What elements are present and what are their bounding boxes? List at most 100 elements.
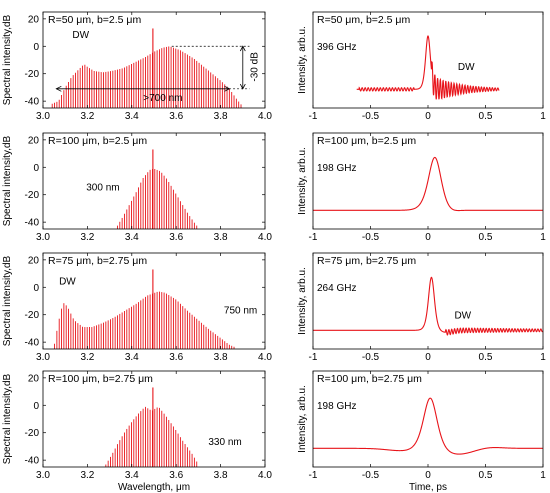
pulse-curve	[356, 35, 500, 100]
dw-annotation: DW	[59, 277, 76, 288]
x-tick-label: 0	[425, 232, 431, 243]
x-tick-label: -1	[309, 352, 318, 363]
x-tick-label: 3.8	[214, 470, 228, 481]
x-tick-label: 3.6	[169, 470, 183, 481]
rep-rate-label: 396 GHz	[317, 42, 356, 53]
x-tick-label: 4.0	[258, 352, 272, 363]
x-tick-label: 3.2	[80, 470, 94, 481]
spectrum-panel-4: 3.0 3.2 3.4 3.6 3.8 4.0 20 0 -20 -40 Spectral inte…	[2, 370, 272, 493]
y-axis-label: Intensity, arb.u.	[297, 26, 308, 94]
panel-label: R=75 μm, b=2.75 μm	[317, 255, 416, 267]
arrow-head	[239, 83, 246, 90]
span-annotation: >700 nm	[143, 93, 182, 104]
x-tick-label: 1	[540, 470, 546, 481]
x-tick-label: 3.4	[125, 470, 139, 481]
y-axis-label: Spectral intensity,dB	[2, 14, 13, 105]
y-tick-label: 0	[33, 163, 39, 174]
panel-label: R=100 μm, b=2.5 μm	[317, 135, 416, 147]
y-axis-label: Spectral intensity,dB	[2, 373, 13, 464]
x-tick-label: 4.0	[258, 111, 272, 122]
y-tick-label: -40	[25, 338, 40, 349]
x-tick-label: 1	[540, 111, 546, 122]
dw-annotation: DW	[72, 30, 89, 41]
y-tick-label: 0	[33, 283, 39, 294]
panel-label: R=75 μm, b=2.75 μm	[48, 255, 147, 267]
rep-rate-label: 198 GHz	[317, 163, 356, 174]
x-tick-label: 3.6	[169, 111, 183, 122]
rep-rate-label: 198 GHz	[317, 401, 356, 412]
y-tick-label: -20	[25, 190, 40, 201]
y-tick-label: 0	[33, 42, 39, 53]
x-tick-label: 0.5	[479, 470, 493, 481]
arrow-head	[239, 45, 246, 52]
span-annotation: 300 nm	[86, 183, 119, 194]
x-tick-label: 0	[425, 111, 431, 122]
y-tick-label: -40	[25, 97, 40, 108]
x-tick-label: 1	[540, 352, 546, 363]
plot-frame	[42, 132, 266, 230]
x-tick-label: 3.2	[80, 111, 94, 122]
x-tick-label: -0.5	[362, 111, 380, 122]
x-tick-label: 3.8	[214, 352, 228, 363]
x-tick-label: 0.5	[479, 232, 493, 243]
x-tick-label: -1	[309, 111, 318, 122]
plot-frame	[312, 370, 544, 468]
spectrum-panel-1: 3.0 3.2 3.4 3.6 3.8 4.0 20 0 -20 -40 Spectral inte…	[2, 11, 272, 122]
panel-label: R=50 μm, b=2.5 μm	[48, 14, 141, 26]
y-axis-label: Spectral intensity,dB	[2, 135, 13, 226]
x-axis-label: Wavelength, μm	[118, 482, 190, 493]
x-tick-label: 0.5	[479, 352, 493, 363]
dw-annotation: DW	[454, 311, 471, 322]
x-tick-label: 1	[540, 232, 546, 243]
db-annotation: -30 dB	[250, 52, 261, 82]
y-tick-label: 20	[28, 14, 40, 25]
plot-frame	[42, 252, 266, 350]
plot-frame	[42, 11, 266, 109]
x-tick-label: 3.0	[36, 352, 50, 363]
panel-label: R=100 μm, b=2.75 μm	[48, 373, 153, 385]
x-tick-label: 3.8	[214, 232, 228, 243]
span-annotation: 330 nm	[208, 437, 241, 448]
x-axis-label: Time, ps	[409, 482, 447, 493]
x-tick-label: 3.6	[169, 232, 183, 243]
x-tick-label: -1	[309, 232, 318, 243]
x-tick-label: 0	[425, 352, 431, 363]
y-tick-label: -20	[25, 428, 40, 439]
pulse-panel-2: -1 -0.5 0 0.5 1 Intensity, arb.u. R=100 μm, b=…	[297, 132, 546, 243]
span-annotation: 750 nm	[224, 305, 257, 316]
x-tick-label: 3.2	[80, 232, 94, 243]
plot-frame	[312, 11, 544, 109]
y-tick-label: -40	[25, 218, 40, 229]
arrow-head	[55, 85, 62, 92]
y-tick-label: -40	[25, 456, 40, 467]
x-tick-label: -0.5	[362, 352, 380, 363]
rep-rate-label: 264 GHz	[317, 283, 356, 294]
x-tick-label: 3.0	[36, 111, 50, 122]
pulse-panel-4: -1 -0.5 0 0.5 1 Intensity, arb.u. R=100 μm, b=…	[297, 370, 546, 493]
pulse-curve	[313, 397, 543, 455]
x-tick-label: -0.5	[362, 232, 380, 243]
panel-label: R=100 μm, b=2.5 μm	[48, 135, 147, 147]
x-tick-label: -1	[309, 470, 318, 481]
x-tick-label: 3.4	[125, 232, 139, 243]
y-axis-label: Intensity, arb.u.	[297, 385, 308, 453]
pulse-panel-1: -1 -0.5 0 0.5 1 Intensity, arb.u. R=50 μm, b=2…	[297, 11, 546, 122]
x-tick-label: 4.0	[258, 232, 272, 243]
x-tick-label: 3.0	[36, 232, 50, 243]
dw-annotation: DW	[458, 62, 475, 73]
y-axis-label: Intensity, arb.u.	[297, 267, 308, 335]
arrow-head	[224, 85, 231, 92]
y-tick-label: 0	[33, 401, 39, 412]
y-axis-label: Intensity, arb.u.	[297, 147, 308, 215]
x-tick-label: 3.0	[36, 470, 50, 481]
x-tick-label: 3.6	[169, 352, 183, 363]
y-axis-label: Spectral intensity,dB	[2, 255, 13, 346]
y-tick-label: 20	[28, 373, 40, 384]
spectrum-panel-2: 3.0 3.2 3.4 3.6 3.8 4.0 20 0 -20 -40 Spectral inte…	[2, 132, 272, 243]
x-tick-label: 3.4	[125, 111, 139, 122]
x-tick-label: 0	[425, 470, 431, 481]
pulse-panel-3: -1 -0.5 0 0.5 1 Intensity, arb.u. R=75 μm, b=2…	[297, 252, 546, 363]
x-tick-label: 0.5	[479, 111, 493, 122]
y-tick-label: -20	[25, 310, 40, 321]
